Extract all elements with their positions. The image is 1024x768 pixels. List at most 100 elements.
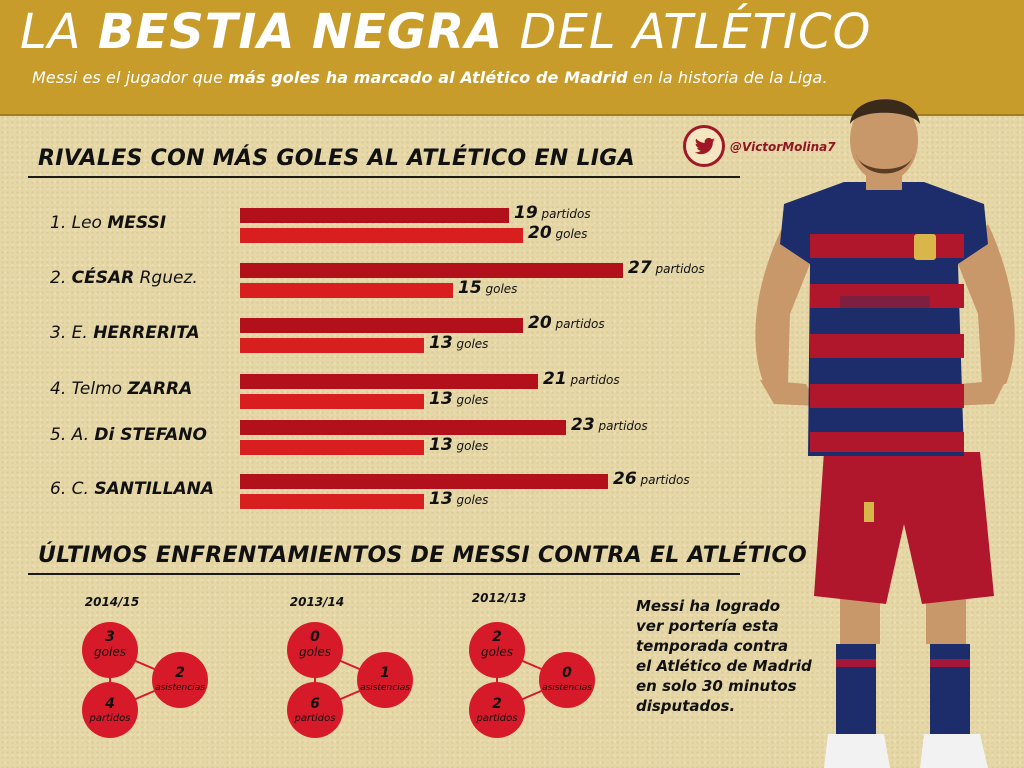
stat-value: 4 xyxy=(105,696,115,712)
bar-goles xyxy=(240,440,424,455)
title-word: LA xyxy=(20,4,82,60)
rank-first-name: C. xyxy=(71,479,95,499)
rank-first-name: A. xyxy=(71,425,95,445)
note-line: el Atlético de Madrid xyxy=(636,657,812,675)
data-label-goles: 15 goles xyxy=(458,278,517,298)
data-label-value: 26 xyxy=(613,469,637,489)
title-word: ATLÉTICO xyxy=(632,4,872,60)
page-title: LA BESTIA NEGRA DEL ATLÉTICO xyxy=(20,4,871,60)
stat-circle-partidos: 2 partidos xyxy=(469,682,525,738)
note-line: Messi ha logrado xyxy=(636,597,781,615)
data-label-value: 13 xyxy=(429,333,453,353)
data-label-value: 20 xyxy=(528,313,552,333)
data-label-unit: goles xyxy=(452,439,489,453)
twitter-bird-icon[interactable] xyxy=(683,125,725,167)
stat-value: 6 xyxy=(310,696,320,712)
data-label-partidos: 27 partidos xyxy=(628,258,705,278)
player-photo xyxy=(755,98,1015,768)
data-label-value: 13 xyxy=(429,389,453,409)
stat-circle-partidos: 6 partidos xyxy=(287,682,343,738)
subtitle-text: Messi es el jugador que xyxy=(32,68,229,87)
data-label-partidos: 20 partidos xyxy=(528,313,605,333)
note-line: ver portería esta xyxy=(636,617,779,635)
data-label-partidos: 21 partidos xyxy=(543,369,620,389)
data-label-unit: goles xyxy=(551,227,588,241)
stat-circle-goles: 2 goles xyxy=(469,622,525,678)
data-label-goles: 13 goles xyxy=(429,435,488,455)
rank-number: 1. xyxy=(50,213,72,233)
twitter-handle[interactable]: @VictorMolina7 xyxy=(730,140,836,154)
stat-circle-goles: 0 goles xyxy=(287,622,343,678)
data-label-unit: goles xyxy=(452,337,489,351)
data-label-value: 13 xyxy=(429,435,453,455)
bar-goles xyxy=(240,283,453,298)
stat-label: asistencias xyxy=(542,683,592,693)
bar-partidos xyxy=(240,474,608,489)
section-title-rivales: RIVALES CON MÁS GOLES AL ATLÉTICO EN LIG… xyxy=(38,146,635,171)
data-label-unit: partidos xyxy=(551,317,605,331)
stat-label: goles xyxy=(481,645,513,659)
stat-value: 0 xyxy=(562,665,572,681)
data-label-value: 23 xyxy=(571,415,595,435)
season-label: 2014/15 xyxy=(84,595,140,609)
bar-partidos xyxy=(240,318,523,333)
season-label: 2013/14 xyxy=(289,595,345,609)
bar-partidos xyxy=(240,374,538,389)
title-word: DEL xyxy=(519,4,617,60)
subtitle-text: en la historia de la Liga. xyxy=(627,68,828,87)
data-label-unit: goles xyxy=(481,282,518,296)
rank-label: 5. A. Di STEFANO xyxy=(50,425,250,445)
rank-last-name: SANTILLANA xyxy=(94,479,215,499)
bar-goles xyxy=(240,228,523,243)
rank-last-name: Di STEFANO xyxy=(94,425,207,445)
data-label-partidos: 19 partidos xyxy=(514,203,591,223)
rank-label: 2. CÉSAR Rguez. xyxy=(50,268,250,288)
data-label-unit: partidos xyxy=(594,419,648,433)
rank-label: 6. C. SANTILLANA xyxy=(50,479,250,499)
rank-number: 4. xyxy=(50,379,72,399)
note-line: en solo 30 minutos xyxy=(636,677,797,695)
section-title-ultimos: ÚLTIMOS ENFRENTAMIENTOS DE MESSI CONTRA … xyxy=(38,543,807,568)
data-label-value: 20 xyxy=(528,223,552,243)
twitter-bird-icon-glyph xyxy=(694,137,716,155)
stat-label: asistencias xyxy=(360,683,410,693)
bar-goles xyxy=(240,394,424,409)
stat-value: 0 xyxy=(310,629,320,645)
stat-value: 2 xyxy=(175,665,185,681)
stat-label: goles xyxy=(94,645,126,659)
header-banner: LA BESTIA NEGRA DEL ATLÉTICO Messi es el… xyxy=(0,0,1024,116)
data-label-value: 19 xyxy=(514,203,538,223)
stat-label: partidos xyxy=(89,713,131,724)
data-label-unit: goles xyxy=(452,493,489,507)
rank-last-name: CÉSAR xyxy=(71,268,135,288)
section-rule xyxy=(28,176,740,178)
data-label-unit: partidos xyxy=(636,473,690,487)
data-label-value: 13 xyxy=(429,489,453,509)
stat-value: 3 xyxy=(105,629,115,645)
data-label-value: 15 xyxy=(458,278,482,298)
stat-circle-asistencias: 2 asistencias xyxy=(152,652,208,708)
subtitle-bold: más goles ha marcado al Atlético de Madr… xyxy=(228,68,628,87)
stat-circle-asistencias: 1 asistencias xyxy=(357,652,413,708)
rank-number: 2. xyxy=(50,268,72,288)
rank-surname: Rguez. xyxy=(134,268,198,288)
messi-note: Messi ha logrado ver portería esta tempo… xyxy=(636,596,836,716)
data-label-goles: 13 goles xyxy=(429,389,488,409)
stat-circle-partidos: 4 partidos xyxy=(82,682,138,738)
stat-value: 2 xyxy=(492,629,502,645)
bar-partidos xyxy=(240,263,623,278)
rank-last-name: HERRERITA xyxy=(93,323,200,343)
rank-first-name: Telmo xyxy=(71,379,128,399)
data-label-goles: 13 goles xyxy=(429,489,488,509)
data-label-goles: 20 goles xyxy=(528,223,587,243)
page-subtitle: Messi es el jugador que más goles ha mar… xyxy=(32,68,828,87)
rank-number: 5. xyxy=(50,425,72,445)
stat-label: partidos xyxy=(294,713,336,724)
stat-value: 2 xyxy=(492,696,502,712)
bar-partidos xyxy=(240,420,566,435)
stat-value: 1 xyxy=(380,665,390,681)
note-line: temporada contra xyxy=(636,637,789,655)
title-word-bold: NEGRA xyxy=(311,4,504,60)
rank-label: 3. E. HERRERITA xyxy=(50,323,250,343)
rank-label: 1. Leo MESSI xyxy=(50,213,250,233)
